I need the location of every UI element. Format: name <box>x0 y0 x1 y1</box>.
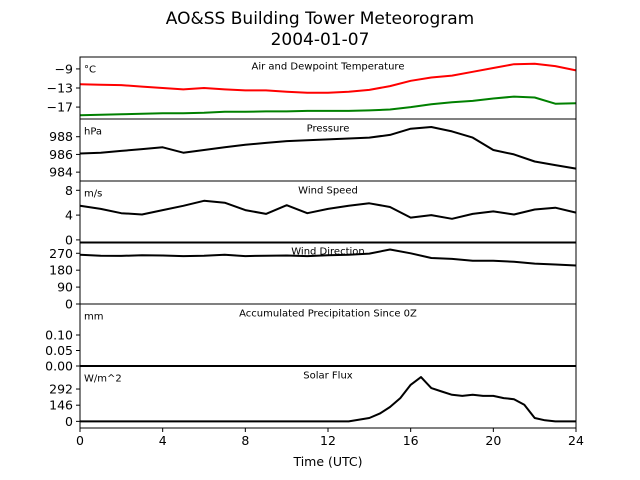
x-tick-label-2: 8 <box>241 433 249 448</box>
panel-0-ytick-label-2: −17 <box>47 100 73 115</box>
panel-0-series-1-line <box>79 95 577 117</box>
panel-4-ytick-label-2: 0.00 <box>45 359 73 374</box>
panel-3-ytick-label-3: 0 <box>65 297 73 312</box>
figure-title-line2: 2004-01-07 <box>271 30 370 50</box>
panel-1-series-0-line <box>79 126 577 170</box>
x-axis-label: Time (UTC) <box>292 454 362 469</box>
panel-0-ytick-label-0: −9 <box>55 61 73 76</box>
panel-1-ytick-label-1: 986 <box>49 147 73 162</box>
panel-4-ytick-label-0: 0.10 <box>45 328 73 343</box>
panel-0: −9 −13 −17 Air and Dewpoint Temperature °C <box>47 56 577 120</box>
panel-0-title: Air and Dewpoint Temperature <box>252 62 405 73</box>
x-tick-label-5: 20 <box>485 433 501 448</box>
panel-3-ytick-label-2: 90 <box>57 280 73 295</box>
x-tick-label-6: 24 <box>568 433 584 448</box>
panel-0-unit-label: °C <box>84 65 96 76</box>
panel-0-series-0-line <box>79 62 577 94</box>
x-axis: 0 4 8 12 16 20 24 <box>76 433 584 448</box>
panel-3-ytick-label-0: 270 <box>49 246 73 261</box>
x-tick-label-0: 0 <box>76 433 84 448</box>
panel-2-ytick-label-2: 0 <box>65 232 73 247</box>
panel-5-series-0-line <box>80 376 576 423</box>
panel-1-title: Pressure <box>307 124 350 135</box>
panels-group: −9 −13 −17 Air and Dewpoint Temperature °C 98… <box>45 56 577 432</box>
figure-title-line1: AO&SS Building Tower Meteorogram <box>166 9 474 29</box>
panel-4: 0.100.050.00 Accumulated Precipitation Si… <box>45 303 577 374</box>
panel-1-ytick-label-0: 988 <box>49 129 73 144</box>
panel-0-ytick-label-1: −13 <box>47 81 73 96</box>
panel-2-title: Wind Speed <box>298 186 358 197</box>
panel-2: 8 4 0 Wind Speed m/s <box>65 180 577 247</box>
panel-5-ytick-label-1: 146 <box>49 398 73 413</box>
panel-3-ytick-label-1: 180 <box>49 263 73 278</box>
panel-3-series-0-line <box>79 248 577 267</box>
panel-4-unit-label: mm <box>84 312 103 323</box>
x-tick-label-3: 12 <box>320 433 336 448</box>
x-tick-label-1: 4 <box>159 433 167 448</box>
panel-2-series-0-line <box>79 199 577 220</box>
panel-3: 270 180 90 0 Wind Direction <box>49 241 577 312</box>
panel-1-ytick-label-2: 984 <box>49 165 73 180</box>
panel-1-unit-label: hPa <box>84 127 102 138</box>
panel-5-unit-label: W/m^2 <box>84 374 122 385</box>
panel-1: 988 986 984 Pressure hPa <box>49 118 577 182</box>
x-tick-label-4: 16 <box>403 433 419 448</box>
panel-4-title: Accumulated Precipitation Since 0Z <box>239 309 417 320</box>
panel-2-ytick-label-0: 8 <box>65 183 73 198</box>
panel-2-ytick-label-1: 4 <box>65 208 73 223</box>
panel-5-ytick-label-2: 0 <box>65 414 73 429</box>
panel-3-title: Wind Direction <box>291 247 365 258</box>
panel-5-ytick-label-0: 292 <box>49 382 73 397</box>
panel-4-ytick-label-1: 0.05 <box>45 343 73 358</box>
panel-2-frame <box>79 180 577 244</box>
panel-2-unit-label: m/s <box>84 189 102 200</box>
panel-5-title: Solar Flux <box>303 371 353 382</box>
